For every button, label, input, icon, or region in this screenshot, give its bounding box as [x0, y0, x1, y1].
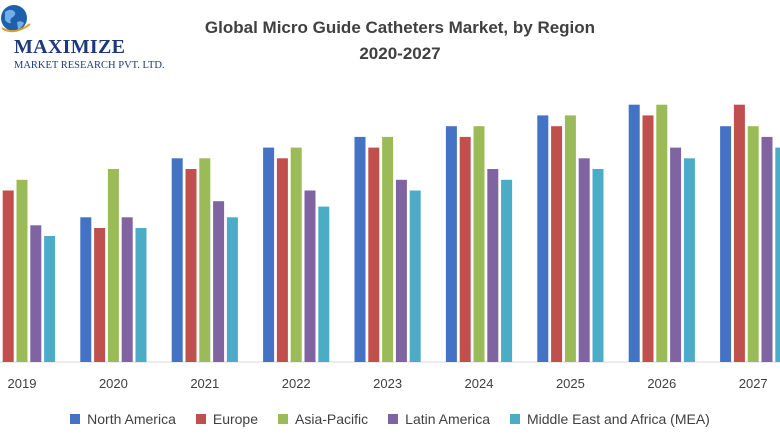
bar-2021-middle-east-and-africa-mea	[226, 217, 238, 362]
bar-2021-europe	[185, 169, 197, 362]
bar-2019-middle-east-and-africa-mea	[44, 236, 56, 362]
x-tick-label: 2025	[556, 376, 585, 391]
x-tick-label: 2023	[373, 376, 402, 391]
legend-swatch	[195, 414, 206, 424]
bar-2025-asia-pacific	[564, 115, 576, 363]
bar-2025-middle-east-and-africa-mea	[592, 169, 604, 362]
x-tick-label: 2021	[190, 376, 219, 391]
bar-2023-middle-east-and-africa-mea	[409, 190, 421, 362]
bar-2022-middle-east-and-africa-mea	[318, 206, 330, 362]
x-tick-label: 2027	[739, 376, 768, 391]
bar-2024-north-america	[445, 126, 457, 362]
legend-item: Middle East and Africa (MEA)	[509, 411, 710, 427]
chart-subtitle: 2020-2027	[359, 44, 441, 63]
legend-label: North America	[87, 411, 176, 427]
bar-2023-north-america	[354, 136, 366, 362]
legend-item: Asia-Pacific	[278, 411, 368, 427]
bar-2021-north-america	[171, 158, 183, 362]
bar-2020-middle-east-and-africa-mea	[135, 228, 147, 362]
legend-swatch	[70, 414, 81, 424]
legend-label: Asia-Pacific	[295, 411, 369, 427]
bar-2022-europe	[276, 158, 288, 362]
x-tick-label: 2020	[99, 376, 128, 391]
bar-2025-europe	[551, 126, 563, 362]
bar-2020-asia-pacific	[107, 169, 119, 362]
bar-chart: 2019 2020 2021 2022 2023 2024 2025 2026 2027	[0, 104, 780, 391]
legend-swatch	[388, 414, 399, 424]
bar-2026-europe	[642, 115, 654, 363]
brand-name: MAXIMIZE	[14, 36, 126, 58]
globe-icon	[1, 5, 31, 33]
bar-2019-latin-america	[30, 225, 42, 362]
x-tick-label: 2022	[282, 376, 311, 391]
bar-2022-north-america	[263, 147, 275, 362]
bar-2023-europe	[368, 147, 380, 362]
company-logo: MAXIMIZE MARKET RESEARCH PVT. LTD.	[0, 0, 170, 80]
bar-2021-asia-pacific	[199, 158, 211, 362]
bar-2026-middle-east-and-africa-mea	[683, 158, 695, 362]
bar-2023-latin-america	[395, 179, 407, 362]
bar-2023-asia-pacific	[382, 136, 394, 362]
bar-2021-latin-america	[213, 201, 225, 362]
bar-2019-asia-pacific	[16, 179, 28, 362]
bar-2024-asia-pacific	[473, 126, 485, 362]
legend-item: Europe	[195, 411, 259, 427]
bar-2024-latin-america	[487, 169, 499, 362]
bar-2024-middle-east-and-africa-mea	[501, 179, 513, 362]
x-tick-label: 2024	[465, 376, 494, 391]
legend-label: Europe	[212, 411, 259, 427]
bar-2025-latin-america	[578, 158, 590, 362]
bar-2020-north-america	[80, 217, 92, 362]
legend-label: Middle East and Africa (MEA)	[526, 411, 710, 427]
bar-2022-asia-pacific	[290, 147, 302, 362]
legend-item: North America	[70, 411, 176, 427]
bar-2027-north-america	[720, 126, 732, 362]
bar-2027-middle-east-and-africa-mea	[775, 147, 780, 362]
chart-title: Global Micro Guide Catheters Market, by …	[204, 18, 596, 37]
bar-2020-europe	[94, 228, 106, 362]
legend-item: Latin America	[388, 411, 490, 427]
bar-2026-north-america	[628, 104, 640, 362]
legend-swatch	[509, 414, 520, 424]
bar-2019-europe	[2, 190, 14, 362]
bar-2027-latin-america	[761, 136, 773, 362]
legend-swatch	[278, 414, 289, 424]
x-tick-label: 2019	[8, 376, 37, 391]
bar-2022-latin-america	[304, 190, 316, 362]
bar-2024-europe	[459, 136, 471, 362]
bar-2025-north-america	[537, 115, 549, 363]
bar-2027-europe	[733, 104, 745, 362]
bar-2027-asia-pacific	[747, 126, 759, 362]
legend-label: Latin America	[405, 411, 490, 427]
chart-legend: North America Europe Asia-Pacific Latin Ame…	[0, 408, 780, 430]
bar-2026-asia-pacific	[656, 104, 668, 362]
bar-2020-latin-america	[121, 217, 133, 362]
brand-tagline: MARKET RESEARCH PVT. LTD.	[14, 60, 165, 71]
x-tick-label: 2026	[647, 376, 676, 391]
bar-2026-latin-america	[670, 147, 682, 362]
